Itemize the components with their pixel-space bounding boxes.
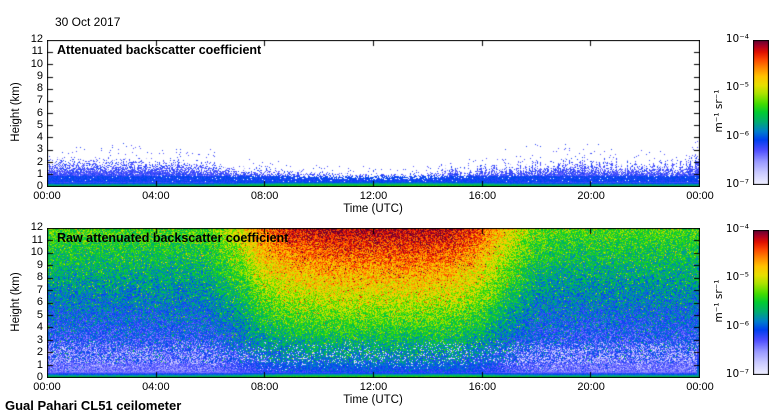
colorbar-tick-label: 10⁻⁴ <box>725 223 749 235</box>
y-tick-label: 7 <box>36 94 43 107</box>
top-colorbar-unit-label: m⁻¹ sr⁻¹ <box>713 89 725 133</box>
x-tick-label: 00:00 <box>33 190 61 202</box>
y-tick-label: 5 <box>36 308 43 321</box>
bottom-heatmap-canvas <box>47 228 700 378</box>
y-tick-label: 2 <box>36 155 43 168</box>
y-tick-label: 12 <box>30 221 43 233</box>
colorbar-tick-label: 10⁻⁴ <box>725 33 749 45</box>
x-tick-label: 16:00 <box>468 190 497 202</box>
y-tick-label: 9 <box>36 258 43 271</box>
y-tick-label: 5 <box>36 118 43 131</box>
bottom-colorbar-canvas <box>753 230 769 375</box>
y-tick-label: 6 <box>36 106 43 119</box>
colorbar-tick-label: 10⁻⁵ <box>725 271 749 284</box>
y-tick-label: 1 <box>36 167 43 180</box>
x-tick-label: 20:00 <box>577 381 605 393</box>
y-tick-label: 10 <box>30 246 43 258</box>
y-tick-label: 9 <box>36 69 43 82</box>
y-tick-label: 0 <box>36 180 43 192</box>
top-plot-title: Attenuated backscatter coefficient <box>57 43 262 57</box>
y-tick-label: 4 <box>36 131 43 143</box>
y-tick-label: 7 <box>36 283 43 296</box>
y-tick-label: 6 <box>36 296 43 308</box>
date-label: 30 Oct 2017 <box>55 15 121 29</box>
y-tick-label: 3 <box>36 143 43 156</box>
x-tick-label: 00:00 <box>33 381 61 393</box>
x-tick-label: 12:00 <box>359 190 388 202</box>
x-tick-label: 16:00 <box>468 381 497 393</box>
bottom-plot-title: Raw attenuated backscatter coefficient <box>57 231 289 245</box>
bottom-colorbar-unit-label: m⁻¹ sr⁻¹ <box>713 279 725 323</box>
colorbar-tick-label: 10⁻⁶ <box>725 319 749 332</box>
x-tick-label: 00:00 <box>686 190 714 202</box>
x-tick-label: 08:00 <box>250 381 279 393</box>
top-colorbar-canvas <box>753 40 769 185</box>
top-heatmap-canvas <box>47 40 700 187</box>
x-tick-label: 12:00 <box>359 381 388 393</box>
y-tick-label: 8 <box>36 82 43 94</box>
x-tick-label: 04:00 <box>142 381 170 393</box>
top-x-axis-label: Time (UTC) <box>343 203 403 215</box>
y-tick-label: 11 <box>31 233 43 246</box>
y-tick-label: 12 <box>30 33 43 45</box>
y-tick-label: 4 <box>36 321 43 333</box>
colorbar-tick-label: 10⁻⁷ <box>725 368 749 380</box>
colorbar-tick-label: 10⁻⁷ <box>725 178 749 190</box>
bottom-x-axis-label: Time (UTC) <box>343 394 403 406</box>
x-tick-label: 08:00 <box>250 190 279 202</box>
y-tick-label: 2 <box>36 346 43 358</box>
y-tick-label: 8 <box>36 271 43 283</box>
y-tick-label: 10 <box>30 57 43 70</box>
x-tick-label: 00:00 <box>686 381 714 393</box>
x-tick-label: 20:00 <box>577 190 605 202</box>
x-tick-label: 04:00 <box>142 190 170 202</box>
y-tick-label: 3 <box>36 333 43 346</box>
colorbar-tick-label: 10⁻⁵ <box>725 81 749 94</box>
station-label: Gual Pahari CL51 ceilometer <box>5 398 182 413</box>
y-tick-label: 1 <box>36 358 43 371</box>
y-tick-label: 11 <box>31 45 43 58</box>
colorbar-tick-label: 10⁻⁶ <box>725 129 749 142</box>
y-tick-label: 0 <box>36 371 43 383</box>
